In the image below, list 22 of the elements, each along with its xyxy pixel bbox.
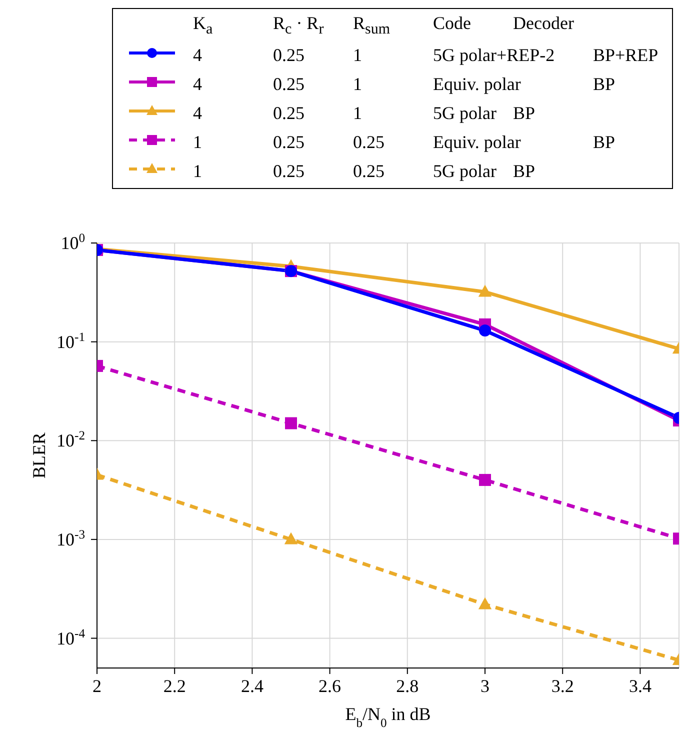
x-tick-label: 3.2: [551, 676, 574, 696]
legend-label: 1 0.25 0.25 Equiv. polar BP: [192, 130, 616, 154]
y-tick-label: 10$^{-3}$: [56, 527, 85, 550]
y-tick-label: 10$^{0}$: [60, 231, 85, 253]
y-tick-label: 10$^{-2}$: [56, 428, 85, 451]
y-tick-label: 10$^{-1}$: [56, 330, 85, 352]
y-axis-title: BLER: [29, 432, 49, 479]
x-tick-label: 2.2: [163, 676, 186, 696]
x-tick-label: 2.4: [240, 676, 264, 696]
legend-label: 4 0.25 1 5G polar BP: [192, 102, 536, 125]
x-tick-label: 3: [480, 676, 490, 696]
x-axis-title: E$_{b}$/N$_{0}$ in dB: [345, 704, 431, 730]
x-tick-label: 2.6: [318, 676, 342, 696]
x-tick-label: 2: [92, 676, 102, 696]
legend-label: 4 0.25 1 Equiv. polar BP: [192, 72, 616, 96]
text: K$_{a}$ R$_{c}$ · R$_{r}$ R$_{sum}$ Code Decoder: [193, 13, 574, 38]
y-tick-label: 10$^{-4}$: [56, 626, 86, 648]
x-tick-label: 2.8: [396, 676, 419, 696]
legend-label: 4 0.25 1 5G polar+REP-2 BP+REP: [192, 44, 660, 67]
point: [478, 284, 492, 297]
x-tick-label: 3.4: [628, 676, 652, 696]
legend-label: 1 0.25 0.25 5G polar BP: [192, 160, 536, 183]
